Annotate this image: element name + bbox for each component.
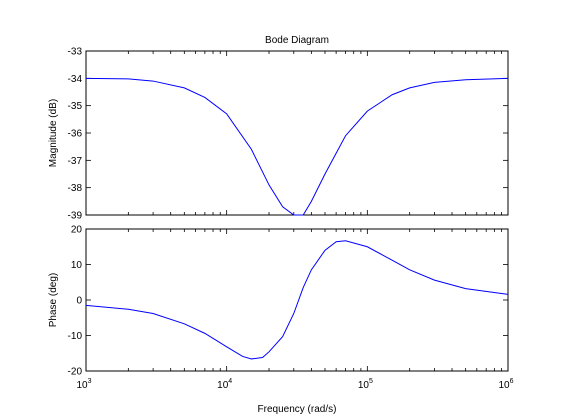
phase-ytick-label: -20 (68, 367, 83, 378)
phase-frame (85, 228, 509, 372)
magnitude-plot: -33 -34 -35 -36 -37 -38 -39 (68, 47, 509, 222)
phase-ytick-label: 20 (71, 225, 83, 236)
phase-xtick-label: 104 (217, 378, 232, 391)
xtick-base: 10 (217, 380, 229, 391)
mag-ytick-label: -38 (68, 183, 83, 194)
xtick-exponent: 6 (510, 378, 514, 385)
phase-xtick-label: 105 (358, 378, 373, 391)
xtick-exponent: 5 (369, 378, 373, 385)
mag-ytick-label: -39 (68, 211, 83, 222)
mag-ytick-label: -36 (68, 129, 83, 140)
magnitude-axis-label: Magnitude (dB) (48, 99, 59, 167)
xtick-exponent: 4 (228, 378, 232, 385)
frequency-axis-label: Frequency (rad/s) (258, 404, 337, 415)
phase-ytick-label: 0 (76, 296, 82, 307)
phase-ytick-label: -10 (68, 331, 83, 342)
phase-xtick-label: 106 (498, 378, 513, 391)
phase-ytick-label: 10 (71, 260, 83, 271)
xtick-base: 10 (76, 380, 88, 391)
xtick-base: 10 (358, 380, 370, 391)
mag-ytick-label: -37 (68, 156, 83, 167)
phase-xtick-label: 103 (76, 378, 91, 391)
mag-series-line (85, 77, 509, 216)
mag-frame (85, 50, 509, 216)
mag-ytick-label: -34 (68, 74, 83, 85)
xtick-exponent: 3 (88, 378, 92, 385)
mag-ytick-label: -35 (68, 101, 83, 112)
phase-axis-label: Phase (deg) (48, 273, 59, 327)
xtick-base: 10 (498, 380, 510, 391)
mag-ytick-label: -33 (68, 47, 83, 58)
chart-title: Bode Diagram (265, 35, 329, 46)
